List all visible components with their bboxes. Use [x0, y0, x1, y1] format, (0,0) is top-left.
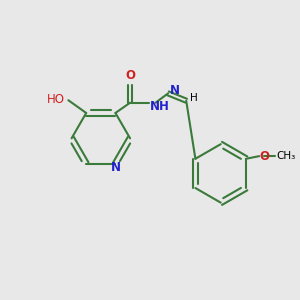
Text: O: O — [260, 150, 270, 163]
Text: HO: HO — [47, 93, 65, 106]
Text: O: O — [125, 69, 135, 82]
Text: CH₃: CH₃ — [277, 151, 296, 161]
Text: N: N — [111, 160, 121, 174]
Text: H: H — [190, 93, 197, 103]
Text: NH: NH — [150, 100, 169, 113]
Text: N: N — [169, 84, 179, 97]
